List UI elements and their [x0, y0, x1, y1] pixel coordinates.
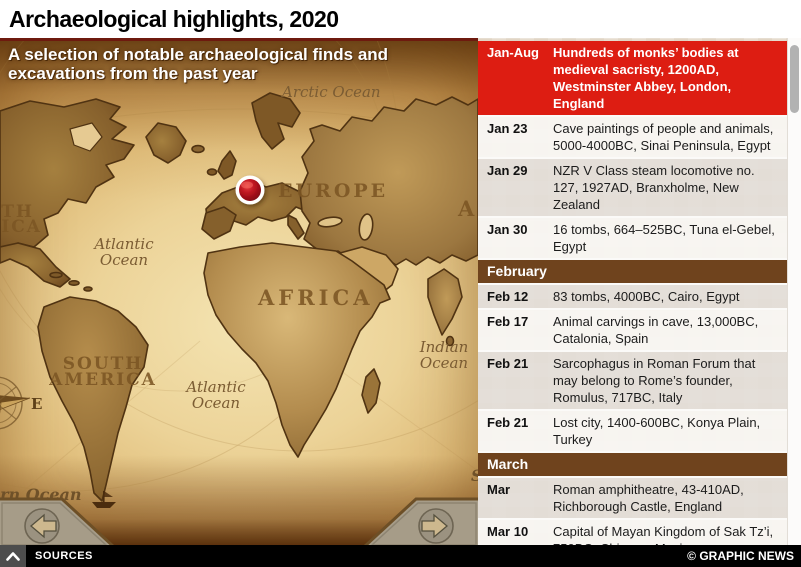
world-map-panel: A selection of notable archaeological fi… — [0, 38, 478, 545]
timeline-row[interactable]: Jan 30 16 tombs, 664–525BC, Tuna el-Gebel… — [478, 218, 787, 260]
row-date: Jan 30 — [487, 222, 528, 237]
map-nav-prev-button[interactable] — [0, 497, 115, 545]
row-date: Jan 29 — [487, 163, 528, 178]
timeline-row[interactable]: Mar Roman amphitheatre, 43-410AD, Richbor… — [478, 478, 787, 520]
arrow-left-icon — [29, 513, 57, 539]
north-america-label-2: AMERICA — [0, 217, 42, 237]
row-date: Jan 23 — [487, 121, 528, 136]
world-map: Arctic Ocean EUROPE ASIA AFRICA NORTH AM… — [0, 41, 478, 545]
timeline-panel: Jan-Aug Hundreds of monks’ bodies at medi… — [478, 38, 801, 545]
timeline-row-selected[interactable]: Jan-Aug Hundreds of monks’ bodies at medi… — [478, 41, 787, 117]
row-date: Feb 17 — [487, 314, 529, 329]
ship-illustration — [92, 491, 116, 508]
row-description: NZR V Class steam locomotive no. 127, 19… — [553, 163, 755, 212]
arrow-right-icon — [421, 513, 449, 539]
north-america-label-1: NORTH — [0, 202, 34, 222]
row-date: Feb 12 — [487, 289, 529, 304]
location-marker[interactable] — [235, 175, 265, 205]
row-description: Sarcophagus in Roman Forum that may belo… — [553, 356, 756, 405]
indian-ocean-label-1: Indian — [419, 338, 469, 356]
indian-ocean-label-2: Ocean — [420, 354, 468, 372]
atlantic-s-label-2: Ocean — [192, 394, 240, 412]
row-description: 83 tombs, 4000BC, Cairo, Egypt — [553, 289, 740, 304]
timeline-row[interactable]: Feb 17 Animal carvings in cave, 13,000BC,… — [478, 310, 787, 352]
south-america-shape — [37, 296, 149, 502]
sources-label[interactable]: SOURCES — [35, 550, 93, 562]
row-date: Mar — [487, 482, 511, 497]
greenland-shape — [145, 122, 187, 164]
south-america-label-1: SOUTH — [63, 354, 144, 374]
row-date: Mar 10 — [487, 524, 529, 539]
row-date: Feb 21 — [487, 415, 529, 430]
africa-label: AFRICA — [257, 285, 374, 310]
timeline-row[interactable]: Feb 21 Sarcophagus in Roman Forum that ma… — [478, 352, 787, 411]
map-nav-next-button[interactable] — [363, 497, 478, 545]
row-description: Animal carvings in cave, 13,000BC, Catal… — [553, 314, 759, 346]
timeline-row[interactable]: Feb 12 83 tombs, 4000BC, Cairo, Egypt — [478, 285, 787, 310]
map-subtitle: A selection of notable archaeological fi… — [8, 45, 389, 83]
month-header: February — [478, 260, 787, 285]
atlantic-s-label-1: Atlantic — [184, 378, 246, 396]
row-description: Lost city, 1400-600BC, Konya Plain, Turk… — [553, 415, 761, 447]
row-date: Jan-Aug — [487, 45, 539, 60]
southern-ocean-label-right: Southern Ocean — [471, 466, 478, 485]
timeline-row[interactable]: Jan 29 NZR V Class steam locomotive no. 1… — [478, 159, 787, 218]
month-header: March — [478, 453, 787, 478]
row-description: Hundreds of monks’ bodies at medieval sa… — [553, 45, 739, 111]
row-description: Capital of Mayan Kingdom of Sak Tz’i, 75… — [553, 524, 774, 545]
chevron-up-icon — [6, 551, 20, 561]
continents — [0, 92, 478, 502]
footer-bar: SOURCES © GRAPHIC NEWS — [0, 545, 801, 567]
title-bar: Archaeological highlights, 2020 — [0, 0, 801, 38]
arctic-ocean-label: Arctic Ocean — [280, 83, 381, 101]
row-description: Roman amphitheatre, 43-410AD, Richboroug… — [553, 482, 744, 514]
africa-shape — [203, 242, 391, 458]
europe-label: EUROPE — [278, 180, 388, 202]
atlantic-n-label-2: Ocean — [100, 251, 148, 269]
timeline-row[interactable]: Feb 21 Lost city, 1400-600BC, Konya Plain… — [478, 411, 787, 453]
row-description: Cave paintings of people and animals, 50… — [553, 121, 774, 153]
content: A selection of notable archaeological fi… — [0, 38, 801, 545]
row-description: 16 tombs, 664–525BC, Tuna el-Gebel, Egyp… — [553, 222, 775, 254]
expand-sources-button[interactable] — [0, 545, 26, 567]
south-america-label-2: AMERICA — [48, 370, 157, 390]
compass-east-label: E — [31, 395, 42, 413]
asia-label: ASIA — [457, 196, 478, 221]
timeline-row[interactable]: Jan 23 Cave paintings of people and anima… — [478, 117, 787, 159]
timeline-list: Jan-Aug Hundreds of monks’ bodies at medi… — [478, 41, 787, 545]
atlantic-n-label-1: Atlantic — [92, 235, 154, 253]
scrollbar-thumb[interactable] — [790, 45, 799, 113]
scrollbar-track[interactable] — [787, 38, 801, 545]
page-title: Archaeological highlights, 2020 — [9, 5, 339, 32]
credit-label: © GRAPHIC NEWS — [687, 549, 794, 563]
row-date: Feb 21 — [487, 356, 529, 371]
timeline-row[interactable]: Mar 10 Capital of Mayan Kingdom of Sak Tz… — [478, 520, 787, 545]
compass-rose — [0, 376, 31, 430]
